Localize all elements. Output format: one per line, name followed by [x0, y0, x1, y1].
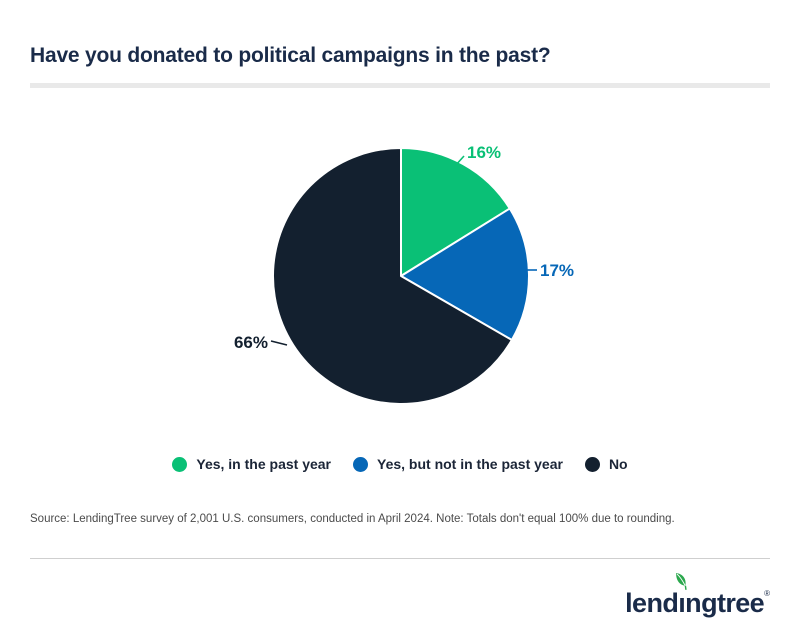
- legend-dot-icon: [353, 456, 368, 472]
- pie-slice-2: [272, 147, 513, 405]
- label-leader-line-2: [270, 340, 288, 346]
- pie-slice-0: [400, 147, 511, 277]
- legend-dot-icon: [584, 456, 600, 472]
- legend-item-yes-not-past-year: Yes, but not in the past year: [353, 456, 563, 472]
- pie-chart: 16% 17% 66%: [230, 130, 590, 420]
- registered-mark: ®: [764, 589, 770, 598]
- pie-value-label-2: 66%: [234, 333, 268, 352]
- logo-letter-i: ı: [676, 573, 687, 619]
- title-divider: [30, 83, 770, 88]
- label-leader-line-0: [454, 155, 465, 167]
- legend-label: Yes, in the past year: [196, 456, 331, 472]
- legend-item-no: No: [584, 456, 628, 472]
- pie-slice-1: [400, 207, 530, 341]
- pie-chart-svg: 16% 17% 66%: [234, 143, 574, 405]
- source-note: Source: LendingTree survey of 2,001 U.S.…: [30, 513, 675, 525]
- legend-dot-icon: [172, 456, 188, 472]
- lendingtree-logo: lendı ngtree®: [625, 573, 770, 619]
- chart-legend: Yes, in the past year Yes, but not in th…: [0, 456, 800, 472]
- legend-item-yes-past-year: Yes, in the past year: [172, 456, 331, 472]
- footer-divider: [30, 558, 770, 559]
- legend-label: No: [608, 456, 628, 472]
- leaf-icon: [676, 573, 687, 590]
- pie-value-label-1: 17%: [540, 261, 574, 280]
- page-title: Have you donated to political campaigns …: [30, 44, 551, 67]
- legend-label: Yes, but not in the past year: [377, 456, 563, 472]
- logo-text: lendı ngtree: [625, 573, 765, 619]
- pie-value-label-0: 16%: [467, 143, 501, 162]
